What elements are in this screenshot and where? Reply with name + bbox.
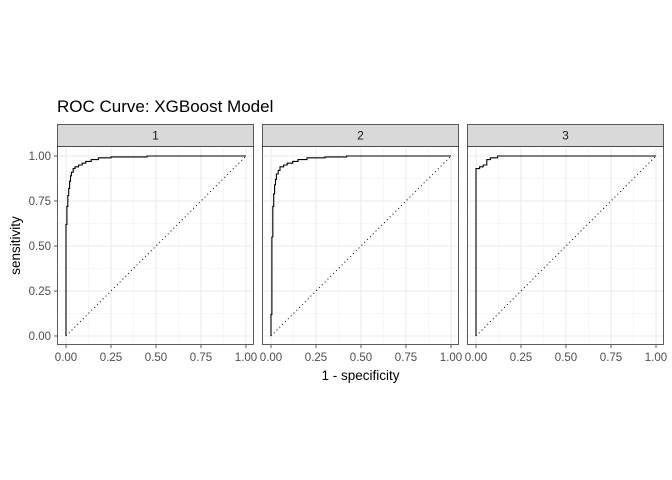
reference-diagonal: [65, 155, 247, 337]
x-tick-label: 0.50: [555, 352, 577, 364]
x-tick-label: 0.75: [190, 352, 212, 364]
x-axis-title: 1 - specificity: [321, 368, 399, 383]
chart-title: ROC Curve: XGBoost Model: [57, 97, 273, 116]
x-tick-label: 0.75: [395, 352, 417, 364]
y-tick-label: 0.25: [29, 286, 51, 298]
roc-curve-1: [65, 155, 246, 336]
y-tick-label: 0.50: [29, 241, 51, 253]
y-tick-label: 1.00: [29, 151, 51, 163]
reference-diagonal: [270, 155, 452, 337]
panel-grid: [467, 146, 664, 345]
x-tick-label: 0.75: [600, 352, 622, 364]
x-tick-label: 0.25: [305, 352, 327, 364]
x-tick-label: 0.00: [55, 352, 77, 364]
x-tick-label: 0.50: [350, 352, 372, 364]
x-axis-3: 0.00 0.25 0.50 0.75 1.00: [465, 345, 667, 364]
y-tick-label: 0.00: [29, 331, 51, 343]
facet-panel-1: 1 0.00 0.25 0.50 0.75 1.00: [55, 124, 257, 364]
y-axis: 0.00 0.25 0.50 0.75 1.00: [29, 151, 57, 343]
panel-grid: [262, 146, 459, 345]
panel-grid: [57, 146, 254, 345]
facet-strip-label: 1: [152, 129, 159, 143]
x-tick-label: 0.25: [510, 352, 532, 364]
facet-panel-3: 3 0.00 0.25 0.50 0.75 1.00: [465, 124, 667, 364]
x-tick-label: 1.00: [645, 352, 667, 364]
roc-curve-3: [475, 155, 656, 336]
facet-strip-label: 2: [357, 129, 364, 143]
y-tick-label: 0.75: [29, 196, 51, 208]
x-tick-label: 0.50: [145, 352, 167, 364]
facet-panels: 1 0.00 0.25 0.50 0.75 1.00 2 0.00 0.25 0.50 0.75 1.…: [55, 124, 667, 364]
facet-strip-label: 3: [562, 129, 569, 143]
panel-border: [467, 146, 664, 345]
x-axis-2: 0.00 0.25 0.50 0.75 1.00: [260, 345, 462, 364]
x-axis-1: 0.00 0.25 0.50 0.75 1.00: [55, 345, 257, 364]
panel-border: [262, 146, 459, 345]
x-tick-label: 0.00: [465, 352, 487, 364]
y-axis-title: sensitivity: [8, 216, 23, 275]
x-tick-label: 0.25: [100, 352, 122, 364]
x-tick-label: 1.00: [440, 352, 462, 364]
panel-border: [57, 146, 254, 345]
roc-curve-2: [270, 155, 451, 336]
x-tick-label: 0.00: [260, 352, 282, 364]
x-tick-label: 1.00: [235, 352, 257, 364]
facet-panel-2: 2 0.00 0.25 0.50 0.75 1.00: [260, 124, 462, 364]
reference-diagonal: [475, 155, 657, 337]
